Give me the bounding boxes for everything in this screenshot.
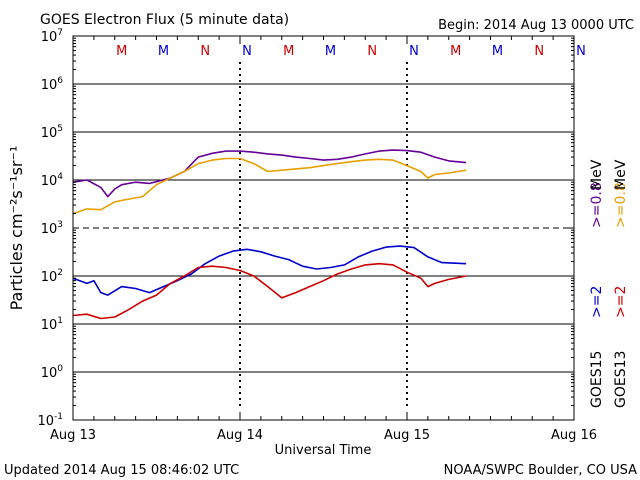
- local-time-marker: N: [200, 44, 210, 59]
- local-time-marker: M: [450, 44, 461, 59]
- local-time-marker: N: [367, 44, 377, 59]
- local-time-marker: M: [158, 44, 169, 59]
- data-series: [72, 149, 467, 320]
- chart-title: GOES Electron Flux (5 minute data): [40, 12, 289, 28]
- legend-satellite-label: GOES13: [613, 351, 629, 408]
- x-tick-label: Aug 14: [217, 428, 263, 443]
- x-tick-label: Aug 16: [551, 428, 597, 443]
- footer-updated: Updated 2014 Aug 15 08:46:02 UTC: [4, 463, 239, 478]
- legend-entry-label: >=0.8: [589, 182, 605, 228]
- x-tick-label: Aug 13: [50, 428, 96, 443]
- legend-satellite-label: GOES15: [589, 351, 605, 408]
- legend-entry-label: >=0.8: [613, 182, 629, 228]
- x-tick-label: Aug 15: [384, 428, 430, 443]
- x-axis-label: Universal Time: [275, 443, 372, 458]
- series-line: [72, 245, 467, 296]
- y-tick-label: 101: [41, 316, 63, 333]
- series-line: [72, 157, 467, 215]
- y-tick-label: 103: [41, 220, 63, 237]
- y-tick-label: 107: [41, 28, 63, 45]
- local-time-marker: M: [116, 44, 127, 59]
- legend-entry-label: >=2: [613, 286, 629, 318]
- y-tick-label: 106: [41, 76, 64, 93]
- y-tick-label: 100: [41, 364, 64, 381]
- legend-unit-label: MeV: [589, 159, 605, 190]
- local-time-marker: N: [242, 44, 252, 59]
- y-tick-label: 10-1: [37, 412, 63, 429]
- local-time-marker: N: [534, 44, 544, 59]
- begin-time-label: Begin: 2014 Aug 13 0000 UTC: [438, 18, 634, 33]
- y-tick-label: 104: [41, 172, 64, 189]
- local-time-marker: M: [492, 44, 503, 59]
- grid-lines: [73, 83, 574, 373]
- local-time-marker: M: [325, 44, 336, 59]
- footer-credit: NOAA/SWPC Boulder, CO USA: [444, 463, 637, 478]
- series-line: [72, 262, 467, 320]
- y-axis-label: Particles cm⁻²s⁻¹sr⁻¹: [7, 146, 26, 311]
- legend-unit-label: MeV: [613, 159, 629, 190]
- axis-ticks: 10-1 100 101 102 103 104 105 106 107 Aug 13 Aug 14…: [37, 28, 597, 443]
- local-time-marker: N: [409, 44, 419, 59]
- local-time-marker: N: [576, 44, 586, 59]
- y-tick-label: 102: [41, 268, 63, 285]
- y-tick-label: 105: [41, 124, 63, 141]
- local-time-marker: M: [283, 44, 294, 59]
- legend-entry-label: >=2: [589, 286, 605, 318]
- series-line: [72, 149, 467, 198]
